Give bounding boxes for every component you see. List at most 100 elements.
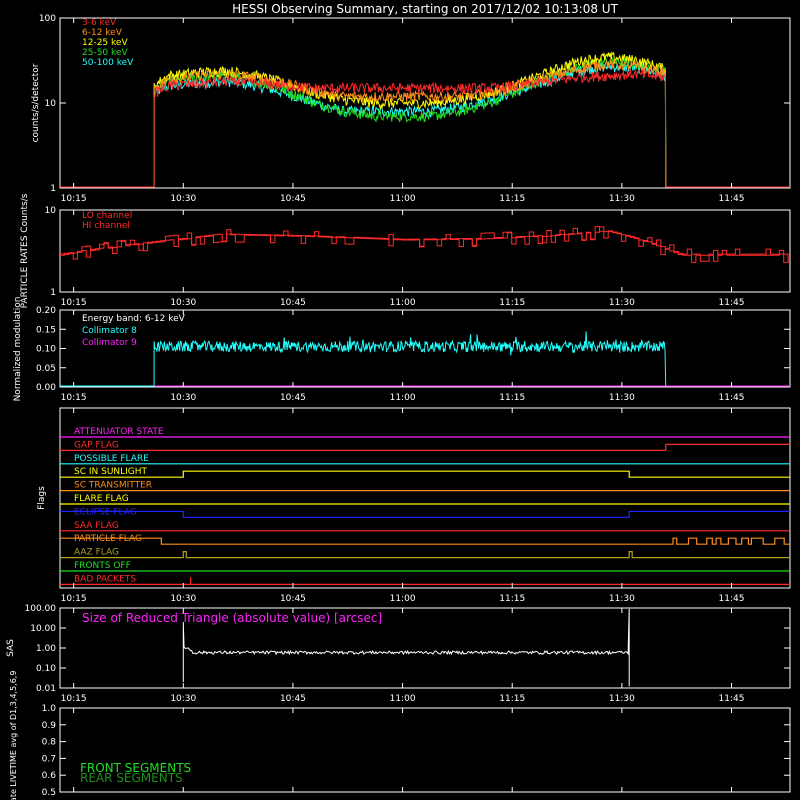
x-tick-label-5: 11:30 bbox=[609, 594, 635, 604]
y-tick-label-0: 0.01 bbox=[36, 684, 56, 694]
x-tick-label-2: 10:45 bbox=[280, 393, 306, 403]
y-tick-label-4: 0.9 bbox=[42, 721, 57, 731]
x-tick-label-0: 10:15 bbox=[61, 594, 87, 604]
y-tick-label-0: 1 bbox=[50, 288, 56, 298]
modulation-ylabel: Normalized modulation bbox=[13, 297, 23, 402]
x-tick-label-3: 11:00 bbox=[390, 298, 416, 308]
y-tick-label-3: 10.00 bbox=[30, 624, 56, 634]
modulation-legend: Collimator 8 Collimator 9 bbox=[82, 326, 137, 348]
sas-series-group bbox=[182, 608, 630, 687]
y-tick-label-4: 100.00 bbox=[25, 604, 57, 614]
particle-rates-ylabel: PARTICLE RATES Counts/s bbox=[20, 193, 30, 308]
count-rates-xticks: 10:15 10:30 10:45 11:00 11:15 11:30 11:45 bbox=[61, 18, 745, 204]
x-tick-label-5: 11:30 bbox=[609, 694, 635, 704]
x-tick-label-6: 11:45 bbox=[719, 393, 745, 403]
x-tick-label-6: 11:45 bbox=[719, 194, 745, 204]
count-rates-legend-entry: 6-12 keV bbox=[82, 28, 123, 38]
x-tick-label-3: 11:00 bbox=[390, 594, 416, 604]
flag-label: SC IN SUNLIGHT bbox=[74, 467, 148, 477]
flags-panel: Flags ATTENUATOR STATE GAP FLAG POSSIBLE F… bbox=[37, 407, 791, 604]
livetime-ylabel: Mon. Rate LIVETIME avg of D1,3,4,5,6,9 bbox=[9, 671, 18, 800]
x-tick-label-2: 10:45 bbox=[280, 298, 306, 308]
y-tick-label-1: 0.6 bbox=[42, 771, 57, 781]
flags-xticks: 10:15 10:30 10:45 11:00 11:15 11:30 11:45 bbox=[61, 408, 744, 604]
sas-annotation: Size of Reduced Triangle (absolute value… bbox=[82, 611, 382, 625]
x-tick-label-6: 11:45 bbox=[719, 298, 745, 308]
y-tick-label-4: 0.20 bbox=[36, 306, 56, 316]
x-tick-label-1: 10:30 bbox=[170, 694, 196, 704]
particle-rates-yticks: 1 10 bbox=[45, 206, 790, 298]
flag-label: GAP FLAG bbox=[74, 440, 119, 450]
particle-rate-series-HI-channel bbox=[60, 226, 789, 263]
flags-lines-group: ATTENUATOR STATE GAP FLAG POSSIBLE FLARE SC… bbox=[60, 427, 790, 585]
particle-rates-legend-entry: LO channel bbox=[82, 211, 132, 221]
x-tick-label-4: 11:15 bbox=[499, 594, 525, 604]
x-tick-label-0: 10:15 bbox=[61, 393, 87, 403]
modulation-series-group bbox=[60, 331, 790, 387]
livetime-frame bbox=[59, 707, 791, 793]
x-tick-label-1: 10:30 bbox=[170, 298, 196, 308]
y-tick-label-5: 1.0 bbox=[42, 704, 57, 714]
y-tick-label-1: 10 bbox=[45, 206, 57, 216]
flag-line bbox=[60, 470, 790, 478]
flag-line bbox=[60, 551, 790, 559]
count-rates-legend-entry: 25-50 keV bbox=[82, 48, 128, 58]
count-rates-series-group bbox=[60, 51, 790, 188]
flag-label: SAA FLAG bbox=[74, 521, 119, 531]
x-tick-label-5: 11:30 bbox=[609, 393, 635, 403]
count-rates-ylabel: counts/s/detector bbox=[31, 63, 41, 142]
flags-ylabel: Flags bbox=[37, 486, 47, 510]
count-rate-series-50-100-keV bbox=[60, 61, 790, 188]
count-rate-series-3-6-keV bbox=[60, 68, 790, 188]
y-tick-label-1: 10 bbox=[45, 99, 57, 109]
flag-label: ECLIPSE FLAG bbox=[74, 507, 137, 517]
flag-line bbox=[60, 537, 790, 545]
y-tick-label-0: 0.5 bbox=[42, 788, 56, 798]
flags-frame bbox=[59, 407, 791, 589]
y-tick-label-0: 1 bbox=[50, 184, 56, 194]
flag-label: SC TRANSMITTER bbox=[74, 481, 152, 491]
count-rates-legend-entry: 12-25 keV bbox=[82, 38, 128, 48]
flag-label: FLARE FLAG bbox=[74, 494, 129, 504]
y-tick-label-1: 0.05 bbox=[36, 364, 56, 374]
x-tick-label-2: 10:45 bbox=[280, 594, 306, 604]
flag-label: BAD PACKETS bbox=[74, 574, 136, 584]
y-tick-label-2: 0.10 bbox=[36, 345, 56, 355]
x-tick-label-2: 10:45 bbox=[280, 194, 306, 204]
x-tick-label-5: 11:30 bbox=[609, 298, 635, 308]
x-tick-label-4: 11:15 bbox=[499, 194, 525, 204]
x-tick-label-3: 11:00 bbox=[390, 393, 416, 403]
modulation-panel: Normalized modulation Energy band: 6-12 … bbox=[13, 297, 791, 403]
x-tick-label-5: 11:30 bbox=[609, 194, 635, 204]
x-tick-label-3: 11:00 bbox=[390, 694, 416, 704]
sas-panel: SAS Size of Reduced Triangle (absolute v… bbox=[6, 604, 791, 704]
y-tick-label-2: 100 bbox=[39, 14, 56, 24]
flag-label: POSSIBLE FLARE bbox=[74, 454, 149, 464]
y-tick-label-0: 0.00 bbox=[36, 383, 56, 393]
particle-rates-xticks: 10:15 10:30 10:45 11:00 11:15 11:30 11:45 bbox=[61, 210, 745, 308]
sas-xticks: 10:15 10:30 10:45 11:00 11:15 11:30 11:45 bbox=[61, 608, 745, 704]
livetime-yticks: 0.5 0.6 0.7 0.8 0.9 1.0 bbox=[42, 704, 790, 798]
x-tick-label-1: 10:30 bbox=[170, 194, 196, 204]
sas-yticks: 0.01 0.10 1.00 10.00 100.00 bbox=[25, 604, 790, 694]
x-tick-label-0: 10:15 bbox=[61, 298, 87, 308]
particle-rates-ylabel-line1: PARTICLE RATES Counts/s bbox=[20, 193, 30, 308]
x-tick-label-6: 11:45 bbox=[719, 694, 745, 704]
x-tick-label-3: 11:00 bbox=[390, 194, 416, 204]
particle-rates-legend-entry: HI channel bbox=[82, 221, 130, 231]
flag-label: AAZ FLAG bbox=[74, 548, 119, 558]
flag-line bbox=[60, 510, 790, 518]
x-tick-label-0: 10:15 bbox=[61, 694, 87, 704]
x-tick-label-1: 10:30 bbox=[170, 594, 196, 604]
modulation-legend-entry: Collimator 8 bbox=[82, 326, 137, 336]
sas-ylabel: SAS bbox=[6, 639, 16, 657]
flag-line bbox=[60, 443, 790, 451]
modulation-legend-entry: Collimator 9 bbox=[82, 338, 137, 348]
livetime-legend-entry: REAR SEGMENTS bbox=[80, 771, 183, 785]
